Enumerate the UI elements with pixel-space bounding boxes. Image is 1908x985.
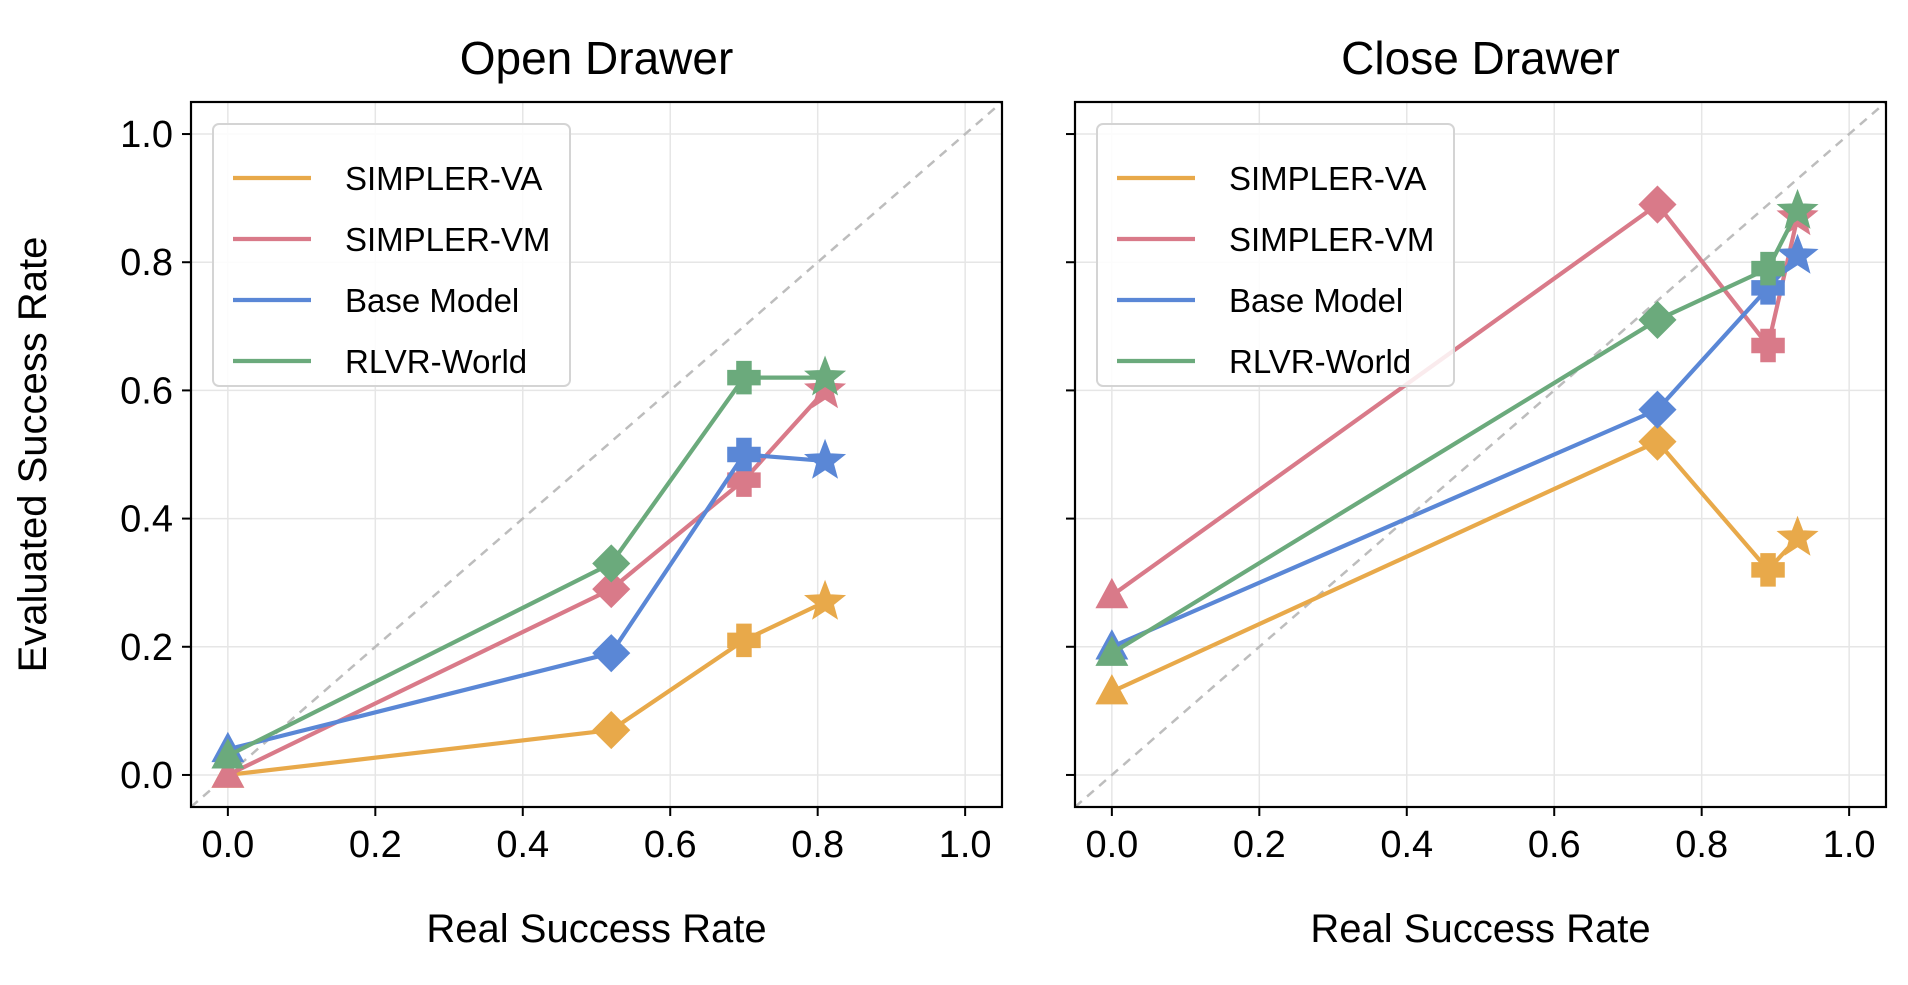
- series-line: [227, 452, 826, 752]
- data-point-star: [804, 355, 847, 396]
- x-tick-label: 0.8: [1675, 824, 1728, 866]
- x-tick-label: 0.8: [791, 824, 844, 866]
- y-tick-label: 0.0: [120, 755, 173, 797]
- data-point-plus: [727, 623, 761, 658]
- data-point-plus: [1751, 251, 1785, 286]
- data-point-plus: [727, 360, 761, 395]
- data-point-star: [804, 368, 847, 409]
- y-tick-label: 1.0: [120, 114, 173, 156]
- diagonal-reference-line: [1074, 101, 1887, 808]
- legend-label: SIMPLER-VA: [345, 160, 542, 197]
- data-point-diamond: [1638, 185, 1677, 224]
- chart-title: Open Drawer: [460, 32, 734, 84]
- panel-1: 0.0 0.2 0.4 0.6 0.8 1.0 0.0 0.2 0.4 0.6 0.8 1.0 Open…: [11, 32, 1004, 951]
- data-point-triangle: [211, 757, 245, 788]
- panel-2: 0.0 0.2 0.4 0.6 0.8 1.0 Close Drawer Real Succe…: [1066, 32, 1888, 951]
- legend-label: Base Model: [345, 282, 519, 319]
- legend: SIMPLER-VA SIMPLER-VM Base Model RLVR-World: [212, 123, 571, 387]
- data-point-diamond: [592, 634, 631, 673]
- series-simpler-va: [1095, 422, 1819, 705]
- plot-frame: [189, 100, 1004, 809]
- data-point-plus: [1751, 553, 1785, 587]
- data-point-triangle: [1095, 635, 1129, 666]
- y-tick-label: 0.6: [120, 370, 173, 412]
- x-tick-label: 0.6: [644, 824, 697, 866]
- data-point-diamond: [592, 544, 631, 583]
- y-tick-label: 0.2: [120, 627, 173, 669]
- legend-box: [212, 123, 571, 387]
- x-axis-label: Real Success Rate: [1310, 907, 1650, 951]
- series-line: [1110, 209, 1800, 655]
- data-point-triangle: [211, 738, 245, 769]
- data-point-diamond: [1638, 422, 1677, 461]
- series-simpler-va: [211, 579, 847, 788]
- data-point-star: [1776, 515, 1819, 556]
- x-tick-label: 0.4: [1380, 824, 1433, 866]
- x-tick-label: 1.0: [939, 824, 992, 866]
- data-point-diamond: [592, 711, 631, 750]
- y-tick-label: 0.4: [120, 499, 173, 541]
- legend-label: SIMPLER-VA: [1229, 160, 1426, 197]
- x-tick-label: 0.6: [1528, 824, 1581, 866]
- data-point-star: [804, 579, 847, 620]
- data-point-plus: [727, 463, 761, 497]
- legend: SIMPLER-VA SIMPLER-VM Base Model RLVR-World: [1096, 123, 1455, 387]
- legend-label: SIMPLER-VM: [345, 221, 550, 258]
- x-tick-label: 1.0: [1823, 824, 1876, 866]
- data-point-star: [1776, 233, 1819, 274]
- data-point-triangle: [1095, 577, 1129, 609]
- data-point-plus: [1751, 328, 1785, 363]
- legend-label: RLVR-World: [345, 343, 527, 380]
- series-line: [226, 389, 827, 777]
- data-point-diamond: [1638, 390, 1677, 429]
- series-line: [227, 600, 826, 778]
- series-line: [1110, 439, 1800, 694]
- data-point-triangle: [1095, 674, 1129, 705]
- x-axis-label: Real Success Rate: [426, 907, 766, 951]
- x-tick-label: 0.2: [349, 824, 402, 866]
- x-tick-label: 0.0: [201, 824, 254, 866]
- legend-box: [1096, 123, 1455, 387]
- chart-title: Close Drawer: [1341, 32, 1620, 84]
- series-rlvr-world: [1095, 188, 1819, 666]
- x-tick-label: 0.0: [1085, 824, 1138, 866]
- series-rlvr-world: [211, 355, 847, 769]
- series-line: [226, 375, 826, 758]
- plot-frame: [1073, 100, 1888, 809]
- x-tick-label: 0.4: [496, 824, 549, 866]
- y-axis-label: Evaluated Success Rate: [11, 237, 55, 673]
- legend-label: Base Model: [1229, 282, 1403, 319]
- data-point-star: [804, 438, 847, 479]
- data-point-diamond: [1638, 300, 1677, 339]
- legend-label: SIMPLER-VM: [1229, 221, 1434, 258]
- y-tick-label: 0.8: [120, 242, 173, 284]
- diagonal-reference-line: [190, 101, 1003, 808]
- x-tick-label: 0.2: [1233, 824, 1286, 866]
- legend-label: RLVR-World: [1229, 343, 1411, 380]
- series-simpler-vm: [211, 368, 847, 788]
- data-point-star: [1776, 188, 1819, 229]
- data-point-diamond: [592, 570, 631, 609]
- data-point-plus: [727, 437, 761, 472]
